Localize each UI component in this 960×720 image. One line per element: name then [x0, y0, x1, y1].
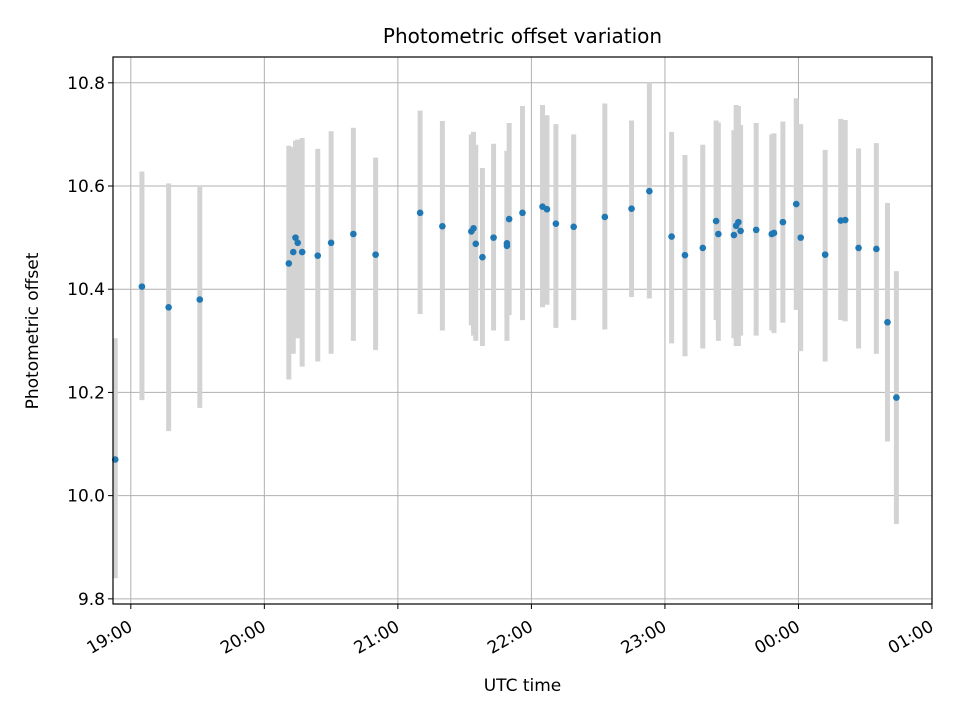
data-point — [770, 229, 778, 237]
data-point — [873, 245, 880, 253]
y-axis-label: Photometric offset — [23, 252, 43, 409]
data-point — [479, 253, 486, 261]
data-point — [699, 244, 707, 252]
x-tick-label: 23:00 — [618, 617, 670, 659]
data-point — [292, 234, 299, 241]
plot-frame — [112, 56, 933, 605]
x-tick-label: 00:00 — [751, 617, 803, 659]
data-point — [416, 209, 424, 217]
data-point — [601, 213, 609, 221]
data-point — [327, 239, 335, 247]
data-point — [821, 251, 829, 258]
x-tick-label: 22:00 — [484, 617, 536, 659]
data-point — [855, 244, 862, 252]
data-point — [350, 230, 357, 238]
data-point — [841, 216, 849, 224]
x-axis-label: UTC time — [484, 676, 562, 696]
data-point — [628, 205, 635, 213]
x-tick-label: 20:00 — [217, 617, 269, 659]
data-point — [472, 240, 480, 248]
data-point — [196, 296, 204, 303]
x-tick-label: 01:00 — [885, 617, 937, 659]
y-tick-label: 10.4 — [67, 280, 105, 300]
y-tick-label: 10.0 — [67, 487, 105, 507]
data-point — [668, 233, 675, 240]
data-point — [570, 223, 577, 231]
data-point — [712, 217, 720, 225]
data-point — [735, 218, 742, 226]
data-point — [715, 230, 722, 238]
y-tick-label: 10.8 — [67, 74, 105, 94]
error-bars — [112, 82, 899, 579]
data-point — [439, 222, 446, 230]
data-point — [552, 220, 560, 227]
x-tick-label: 21:00 — [351, 617, 403, 659]
data-point — [681, 251, 689, 259]
data-point — [470, 225, 477, 232]
data-point — [165, 303, 172, 311]
data-point — [289, 248, 297, 256]
x-tick-label: 19:00 — [84, 617, 136, 659]
data-point — [490, 234, 497, 241]
y-tick-label: 10.6 — [67, 177, 105, 197]
data-point — [752, 226, 760, 234]
data-point — [505, 215, 513, 223]
data-point — [519, 209, 526, 217]
data-point — [646, 187, 653, 195]
data-point — [285, 260, 293, 267]
data-point — [503, 239, 511, 247]
data-point — [884, 318, 891, 326]
data-points — [111, 187, 900, 463]
data-point — [792, 200, 800, 208]
y-tick-label: 9.8 — [78, 590, 105, 610]
data-point — [779, 218, 787, 226]
data-point — [737, 227, 744, 235]
data-point — [543, 205, 551, 213]
data-point — [372, 251, 379, 258]
data-point — [797, 234, 804, 241]
data-point — [893, 394, 900, 401]
y-tick-label: 10.2 — [67, 383, 105, 403]
data-point — [294, 239, 302, 247]
data-point — [298, 248, 306, 256]
data-point — [138, 283, 146, 290]
data-point — [730, 231, 738, 239]
chart-title: Photometric offset variation — [383, 24, 662, 48]
data-point — [314, 252, 322, 259]
